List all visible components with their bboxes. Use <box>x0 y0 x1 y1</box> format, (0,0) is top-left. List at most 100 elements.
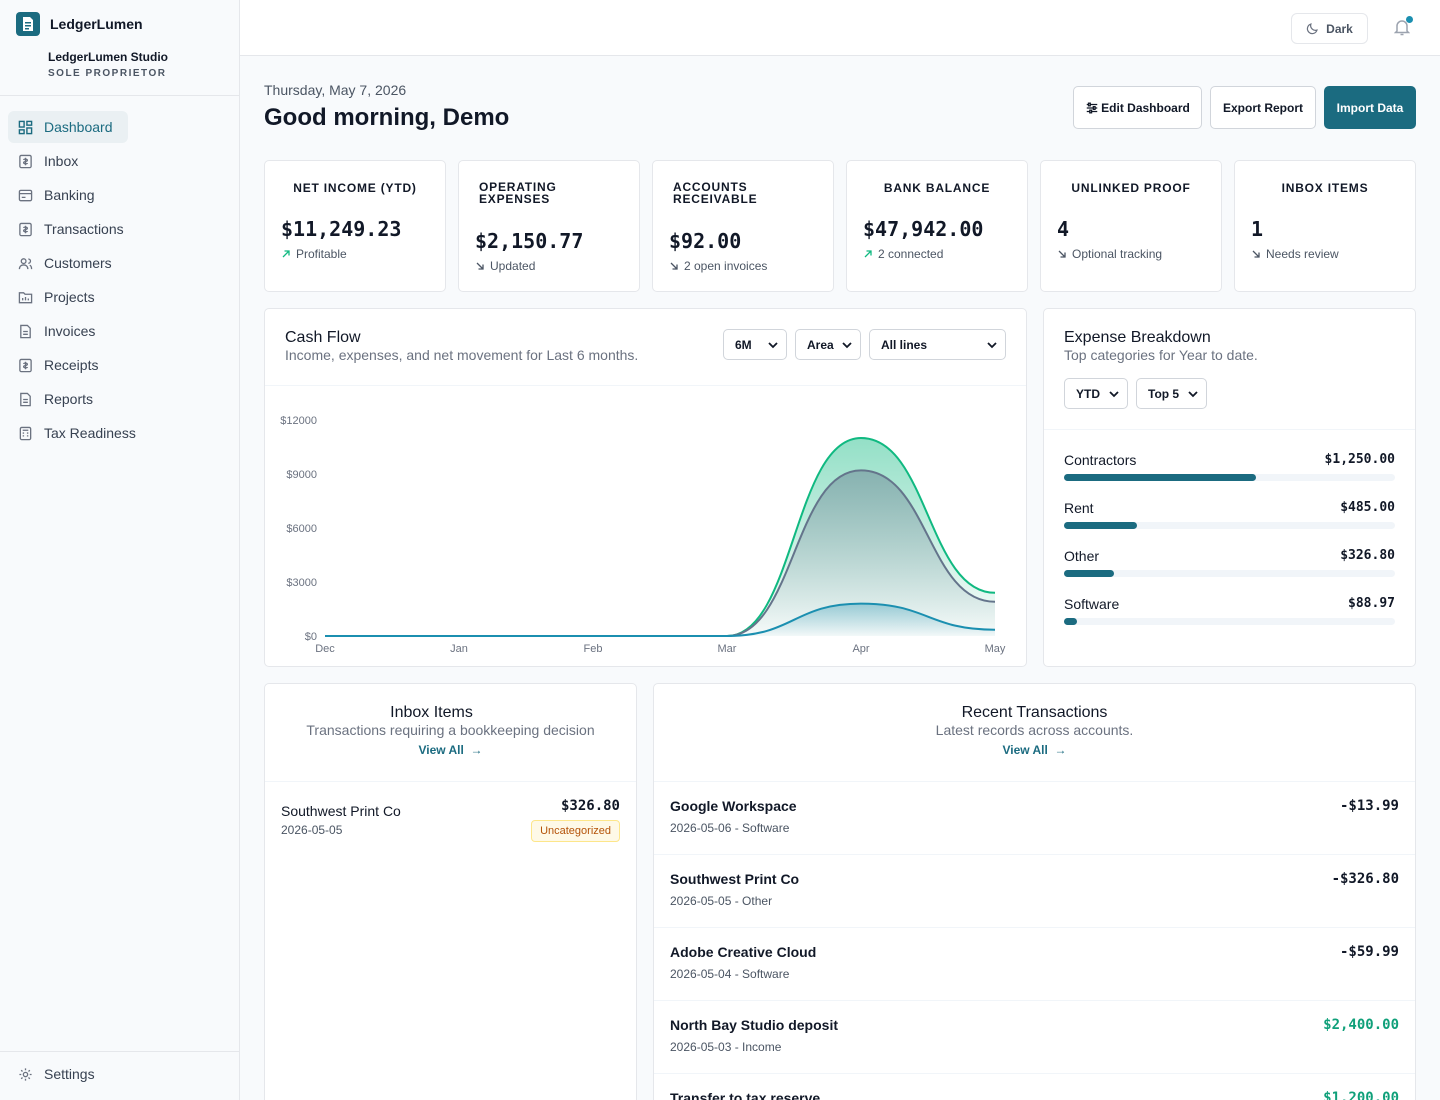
sidebar-item-label: Customers <box>44 255 112 271</box>
trend-down-icon <box>670 262 678 270</box>
view-all-label: View All <box>418 743 464 757</box>
kpi-sub: 2 connected <box>863 247 943 261</box>
sidebar: LedgerLumen LedgerLumen Studio SOLE PROP… <box>0 0 240 1100</box>
lines-select-value: All lines <box>881 337 928 352</box>
kpi-card-operating-expenses[interactable]: OPERATING EXPENSES $2,150.77 Updated <box>458 160 640 292</box>
sidebar-item-invoices[interactable]: Invoices <box>8 315 232 347</box>
transaction-amount: -$326.80 <box>1331 871 1399 887</box>
kpi-label: INBOX ITEMS <box>1281 181 1369 195</box>
expense-row[interactable]: Software $88.97 <box>1064 596 1395 625</box>
kpi-card-inbox-items[interactable]: INBOX ITEMS 1 Needs review <box>1234 160 1416 292</box>
chevron-down-icon <box>768 341 778 348</box>
kpi-label: UNLINKED PROOF <box>1071 181 1191 195</box>
export-report-button[interactable]: Export Report <box>1210 86 1316 129</box>
transaction-row[interactable]: Google Workspace 2026-05-06 - Software -… <box>654 782 1415 855</box>
expense-label: Software <box>1064 596 1120 612</box>
sidebar-item-label: Inbox <box>44 153 79 169</box>
workspace-switcher[interactable]: LedgerLumen Studio SOLE PROPRIETOR <box>48 50 168 79</box>
sidebar-item-reports[interactable]: Reports <box>8 383 232 415</box>
sidebar-item-receipts[interactable]: Receipts <box>8 349 232 381</box>
y-tick-label: $3000 <box>286 577 317 589</box>
sidebar-footer-divider <box>0 1051 239 1052</box>
transaction-name: North Bay Studio deposit <box>670 1017 838 1033</box>
inbox-items-card: Inbox Items Transactions requiring a boo… <box>264 683 637 1100</box>
expense-row[interactable]: Contractors $1,250.00 <box>1064 452 1395 481</box>
kpi-card-bank-balance[interactable]: BANK BALANCE $47,942.00 2 connected <box>846 160 1028 292</box>
cash-flow-card: Cash Flow Income, expenses, and net move… <box>264 308 1027 667</box>
inbox-view-all-link[interactable]: View All → <box>265 743 636 757</box>
kpi-label: OPERATING EXPENSES <box>479 180 557 206</box>
kpi-value: $47,942.00 <box>863 217 984 241</box>
current-date: Thursday, May 7, 2026 <box>264 82 407 98</box>
reports-icon <box>20 392 31 406</box>
expense-bar-track <box>1064 522 1395 529</box>
top-n-select[interactable]: Top 5 <box>1136 378 1207 409</box>
sidebar-item-projects[interactable]: Projects <box>8 281 232 313</box>
transaction-row[interactable]: Southwest Print Co 2026-05-05 - Other -$… <box>654 855 1415 928</box>
kpi-sub-text: Updated <box>490 259 536 273</box>
series-area-2 <box>325 603 995 636</box>
kpi-value: 4 <box>1057 217 1070 241</box>
transaction-row[interactable]: Transfer to tax reserve $1,200.00 <box>654 1074 1415 1100</box>
cash-flow-title: Cash Flow <box>285 329 361 346</box>
expense-bar-fill <box>1064 474 1256 481</box>
kpi-sub-text: 2 open invoices <box>684 259 768 273</box>
moon-icon <box>1307 23 1319 35</box>
gear-icon <box>19 1067 32 1081</box>
inbox-subtitle: Transactions requiring a bookkeeping dec… <box>306 722 595 738</box>
trend-down-icon <box>1058 250 1066 258</box>
transaction-row[interactable]: North Bay Studio deposit 2026-05-03 - In… <box>654 1001 1415 1074</box>
sidebar-item-inbox[interactable]: Inbox <box>8 145 232 177</box>
expense-label: Rent <box>1064 500 1094 516</box>
inbox-item-name: Southwest Print Co <box>281 803 401 819</box>
kpi-card-accounts-receivable[interactable]: ACCOUNTS RECEIVABLE $92.00 2 open invoic… <box>652 160 834 292</box>
chart-type-select[interactable]: Area <box>795 329 861 360</box>
y-tick-label: $9000 <box>286 469 317 481</box>
transactions-title: Recent Transactions <box>961 704 1108 721</box>
sidebar-item-tax-readiness[interactable]: Tax Readiness <box>8 417 232 449</box>
sidebar-nav: Dashboard Inbox Banking Transactions Cus… <box>8 111 232 451</box>
brand[interactable]: LedgerLumen <box>16 12 143 36</box>
kpi-sub: Needs review <box>1251 247 1339 261</box>
trend-up-icon <box>864 250 872 258</box>
chart-type-select-value: Area <box>807 337 834 352</box>
workspace-name: LedgerLumen Studio <box>48 50 168 64</box>
status-badge: Uncategorized <box>531 820 620 842</box>
sidebar-item-label: Receipts <box>44 357 99 373</box>
inbox-item[interactable]: Southwest Print Co 2026-05-05 $326.80 Un… <box>265 782 636 862</box>
theme-toggle-button[interactable]: Dark <box>1291 13 1368 44</box>
sidebar-item-banking[interactable]: Banking <box>8 179 232 211</box>
expense-breakdown-card: Expense Breakdown Top categories for Yea… <box>1043 308 1416 667</box>
expense-row[interactable]: Other $326.80 <box>1064 548 1395 577</box>
notifications-button[interactable] <box>1393 16 1413 41</box>
transaction-meta: 2026-05-04 - Software <box>670 967 790 981</box>
kpi-card-net-income[interactable]: NET INCOME (YTD) $11,249.23 Profitable <box>264 160 446 292</box>
transaction-amount: $2,400.00 <box>1323 1017 1399 1033</box>
sidebar-divider <box>0 95 239 96</box>
sidebar-item-dashboard[interactable]: Dashboard <box>8 111 128 143</box>
transaction-row[interactable]: Adobe Creative Cloud 2026-05-04 - Softwa… <box>654 928 1415 1001</box>
period-select[interactable]: YTD <box>1064 378 1128 409</box>
sidebar-item-customers[interactable]: Customers <box>8 247 232 279</box>
notification-dot <box>1406 16 1413 23</box>
kpi-sub-text: Needs review <box>1266 247 1339 261</box>
expense-bar-track <box>1064 474 1395 481</box>
bell-icon <box>1393 20 1411 36</box>
expense-amount: $88.97 <box>1348 596 1395 611</box>
kpi-card-unlinked-proof[interactable]: UNLINKED PROOF 4 Optional tracking <box>1040 160 1222 292</box>
expense-row[interactable]: Rent $485.00 <box>1064 500 1395 529</box>
kpi-sub: Updated <box>475 259 535 273</box>
expense-title: Expense Breakdown <box>1064 329 1211 346</box>
range-select[interactable]: 6M <box>723 329 787 360</box>
app-name: LedgerLumen <box>50 16 143 32</box>
import-data-button[interactable]: Import Data <box>1324 86 1416 129</box>
sidebar-item-label: Projects <box>44 289 95 305</box>
transactions-view-all-link[interactable]: View All → <box>654 743 1415 757</box>
edit-dashboard-button[interactable]: Edit Dashboard <box>1073 86 1202 129</box>
sidebar-item-settings[interactable]: Settings <box>18 1066 95 1082</box>
lines-select[interactable]: All lines <box>869 329 1006 360</box>
y-tick-label: $0 <box>305 631 317 643</box>
settings-label: Settings <box>44 1066 95 1082</box>
series-line-2[interactable] <box>324 602 996 637</box>
sidebar-item-transactions[interactable]: Transactions <box>8 213 232 245</box>
